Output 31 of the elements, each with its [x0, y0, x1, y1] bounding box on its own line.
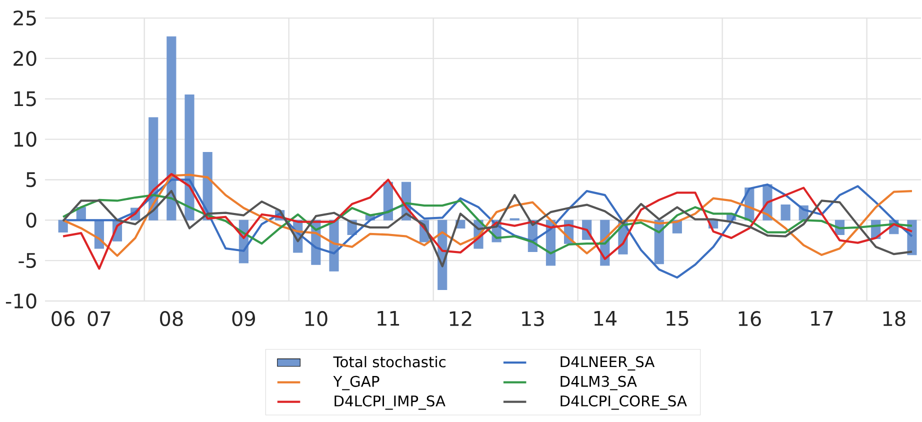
x-tick-label: 18	[883, 311, 906, 326]
legend-label: Total stochastic	[333, 356, 446, 368]
line-series	[62, 190, 914, 268]
x-tick-label: 09	[232, 311, 255, 326]
y-tick-label: 15	[14, 91, 36, 106]
y-tick-label: -10	[6, 293, 36, 309]
bar	[166, 36, 176, 220]
x-tick-label: 13	[522, 311, 544, 326]
x-tick-label: 17	[811, 311, 833, 326]
y-tick-label: 25	[14, 10, 36, 26]
legend-label: D4LM3_SA	[560, 376, 637, 390]
x-tick-label: 16	[738, 311, 761, 326]
y-tick-label: 20	[14, 50, 36, 66]
bar	[58, 220, 68, 233]
x-tick-label: 06	[52, 311, 75, 326]
x-tick-label: 12	[450, 311, 472, 326]
legend-label: D4LCPI_CORE_SA	[560, 395, 687, 410]
bar	[780, 204, 790, 220]
x-tick-label: 08	[160, 311, 183, 326]
y-tick-label: 5	[26, 172, 36, 188]
y-tick-label: -5	[18, 253, 36, 268]
x-tick-label: 10	[305, 311, 328, 326]
x-tick-label: 07	[88, 311, 110, 326]
x-tick-label: 15	[666, 311, 688, 326]
legend-label: D4LNEER_SA	[560, 356, 655, 371]
y-tick-label: 0	[26, 212, 36, 228]
y-tick-label: 10	[14, 132, 36, 147]
legend-label: D4LCPI_IMP_SA	[334, 395, 446, 410]
x-tick-label: 14	[594, 311, 617, 326]
x-tick-label: 11	[378, 311, 400, 326]
legend-label: Y_GAP	[333, 376, 380, 390]
